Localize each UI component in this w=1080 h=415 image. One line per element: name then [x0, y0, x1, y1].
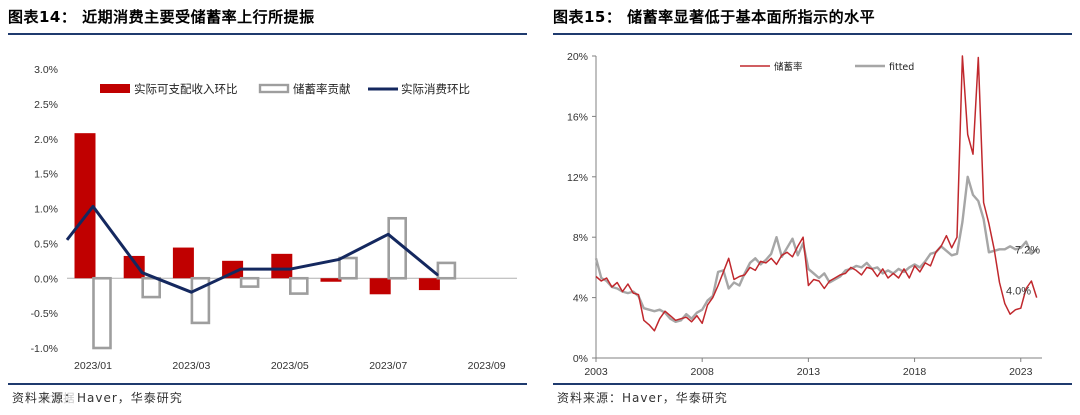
right-fitted-line	[594, 175, 1038, 323]
left-income-bar	[123, 255, 145, 279]
left-saving-bar	[141, 276, 161, 299]
left-legend-label-saving: 储蓄率贡献	[293, 82, 351, 96]
left-y-tick-label: 1.0%	[34, 204, 58, 216]
left-legend-swatch-saving	[258, 83, 290, 94]
right-chart-title: 图表15： 储蓄率显著低于基本面所指示的水平	[553, 8, 876, 26]
left-consumption-point	[91, 205, 95, 208]
left-legend-label-consumption: 实际消费环比	[401, 82, 470, 96]
right-title-rule	[553, 33, 1072, 35]
left-legend-label-income: 实际可支配收入环比	[134, 82, 238, 96]
left-income-bar	[74, 133, 96, 279]
right-source-note: 资料来源：Haver，华泰研究	[557, 391, 728, 405]
left-y-tick-label: -1.0%	[31, 343, 58, 355]
right-saving-end-label: 4.0%	[1006, 286, 1031, 298]
left-y-tick-label: 2.0%	[34, 134, 58, 146]
left-y-tick-label: -0.5%	[31, 308, 58, 320]
left-chart-panel: 图表14： 近期消费主要受储蓄率上行所提振 -1.0% -0.5% 0.0% 0.5%…	[0, 0, 535, 415]
left-x-tick-label: 2023/05	[271, 360, 309, 372]
left-consumption-point	[436, 273, 439, 276]
left-legend-swatch-income	[100, 84, 130, 93]
right-y-tick-label: 8%	[573, 232, 588, 244]
right-y-tick-label: 20%	[567, 51, 588, 63]
right-chart: 0% 4% 8% 12% 16% 20% 2003 2008 2013 2018 2023 7.2% 4…	[567, 51, 1042, 378]
left-saving-bar	[288, 276, 309, 295]
right-y-tick-label: 12%	[567, 172, 588, 184]
left-consumption-point	[387, 233, 390, 236]
left-consumption-point	[141, 271, 144, 274]
left-source-note: 资料来源：Haver，华泰研究	[12, 391, 183, 405]
right-x-tick-label: 2008	[691, 366, 715, 378]
left-consumption-point	[288, 267, 291, 271]
left-income-bar	[271, 253, 293, 279]
left-source-rule	[8, 383, 527, 385]
right-y-tick-label: 4%	[573, 293, 588, 305]
left-income-bar	[418, 278, 440, 291]
right-x-tick-label: 2003	[584, 366, 608, 378]
left-y-tick-label: 0.5%	[34, 238, 58, 250]
right-x-tick-label: 2023	[1009, 366, 1033, 378]
right-x-tick-label: 2013	[797, 366, 821, 378]
left-x-tick-label: 2023/07	[369, 360, 407, 372]
left-x-tick-label: 2023/09	[468, 360, 506, 372]
right-saving-rate-line	[595, 55, 1038, 332]
left-x-tick-label: 2023/01	[74, 360, 112, 372]
left-saving-bar	[239, 276, 260, 288]
right-y-tick-label: 16%	[567, 111, 588, 123]
left-consumption-point	[239, 267, 242, 271]
left-saving-bar	[92, 276, 112, 350]
left-title-rule	[8, 33, 527, 35]
right-source-rule	[553, 383, 1072, 385]
left-saving-bar	[436, 261, 457, 280]
watermark-logo: 大数据	[40, 391, 75, 405]
left-income-bar	[369, 278, 391, 295]
left-consumption-point	[337, 258, 341, 261]
left-income-bar	[172, 247, 194, 279]
right-legend-label-saving-rate: 储蓄率	[774, 61, 803, 73]
left-consumption-point	[190, 291, 193, 294]
left-y-tick-label: 2.5%	[34, 99, 58, 111]
left-x-tick-label: 2023/03	[172, 360, 210, 372]
left-saving-bar	[190, 276, 211, 325]
left-saving-bar	[338, 256, 358, 280]
right-chart-panel: 图表15： 储蓄率显著低于基本面所指示的水平 0% 4% 8% 12% 16% 20% 20…	[545, 0, 1080, 415]
left-y-tick-label: 0.0%	[34, 273, 58, 285]
left-chart: -1.0% -0.5% 0.0% 0.5% 1.0% 1.5% 2.0% 2.5% 3.0% 20…	[31, 64, 517, 405]
right-legend-label-fitted: fitted	[889, 62, 914, 73]
right-x-tick-label: 2018	[903, 366, 927, 378]
left-income-bar	[320, 278, 342, 282]
right-y-tick-label: 0%	[573, 353, 588, 365]
left-y-tick-label: 3.0%	[34, 64, 58, 76]
left-chart-title: 图表14： 近期消费主要受储蓄率上行所提振	[8, 8, 315, 26]
left-y-tick-label: 1.5%	[34, 169, 58, 181]
right-fitted-end-label: 7.2%	[1015, 244, 1040, 256]
